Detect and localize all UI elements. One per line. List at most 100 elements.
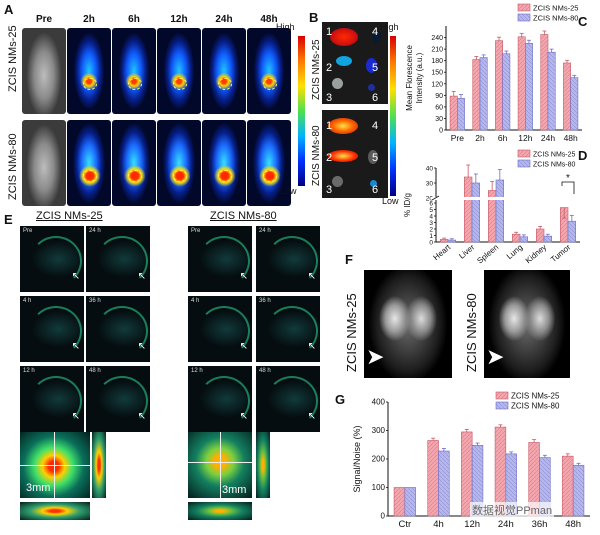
bar [495,179,504,243]
panel-e-zoom-80: 3mm [188,432,252,498]
mouse-image [67,28,111,114]
y-axis-label: Mean Florescence [405,45,414,111]
organ-number: 5 [372,62,379,74]
y-tick-label: 0 [381,512,386,521]
bar [438,450,450,517]
y-tick-label: 100 [372,483,386,492]
timepoint-label: 6h [128,14,140,25]
legend-label: ZCIS NMs-25 [511,392,560,401]
y-tick-label: 0 [439,128,443,135]
tissue-echo [96,236,148,286]
legend-swatch [495,401,509,410]
panel-f-row-label-25: ZCIS NMs-25 [344,293,359,372]
tumor-circle [83,170,97,182]
organ-number: 4 [372,120,379,132]
tumor-arrow-icon: ↖ [71,411,80,422]
y-tick-label: 90 [435,93,443,100]
panel-b-organs-25 [322,22,388,104]
legend-label: ZCIS NMs-80 [533,162,576,169]
panel-e-bottom-80 [188,502,252,520]
ultrasound-tile-label: Pre [191,228,201,234]
tumor-circle [173,78,187,90]
bar [447,239,456,243]
x-tick-label: 4h [433,519,444,530]
y-tick-label: 2 [429,227,433,234]
organ-lung-80 [332,176,343,187]
mouse-image [22,120,66,206]
x-tick-label: 24h [541,133,555,143]
ultrasound-tile: 48 h ↖ [86,366,150,432]
x-tick-label: 48h [564,133,578,143]
panel-e-title-25: ZCIS NMs-25 [36,210,103,222]
significance-bracket [561,181,575,194]
tissue-echo [198,236,250,286]
bar [457,98,465,131]
bar [540,34,549,131]
legend-label: ZCIS NMs-80 [511,402,560,411]
panel-f-mri-25: ➤ [364,270,452,378]
panel-label-c: C [578,14,588,29]
significance-label: * [566,173,570,184]
organ-spleen-25 [336,56,352,66]
y-axis-label: Signal/Noise (%) [352,425,362,492]
bar [512,233,521,243]
tumor-arrow-icon: ➤ [366,344,385,369]
timepoint-label: 24h [215,14,233,25]
timepoint-label: Pre [35,14,53,25]
panel-g-chart: 0 100 200 300 400 Ctr 4h 12h 24h 36h 48h Signal/Noi… [352,392,590,530]
panel-b-scale-low: Low [382,196,399,206]
panel-label-b: B [309,10,319,25]
tissue-echo [266,236,318,286]
y-tick-label: 180 [431,58,443,65]
bar [404,487,416,517]
tissue-echo [198,306,250,356]
y-tick-label: 30 [435,116,443,123]
legend-swatch [517,3,531,12]
tumor-arrow-icon: ↖ [307,341,316,352]
ultrasound-tile: 12 h ↖ [188,366,252,432]
mouse-image [22,28,66,114]
ultrasound-tile-label: 4 h [191,298,200,304]
x-tick-label: 2h [475,133,485,143]
ultrasound-tile: 4 h ↖ [20,296,84,362]
y-tick-label: 40 [426,166,434,173]
organ-number: 5 [372,152,379,164]
watermark: 数据视觉PPman [470,502,555,518]
ultrasound-tile: 36 h ↖ [86,296,150,362]
organ-heart-25 [372,30,381,43]
ultrasound-tile: 48 h ↖ [256,366,320,432]
organ-number: 3 [326,92,333,104]
mouse-image [112,28,156,114]
y-tick-label: 20 [426,196,434,203]
mouse-image [112,120,156,206]
x-tick-label: Heart [432,242,453,262]
bar [471,182,480,243]
panel-b-row-label-80: ZCIS NMs-80 [311,125,322,186]
mouse-image [202,120,246,206]
bar [562,455,574,517]
tissue-echo [30,376,82,426]
crosshair-h [20,465,90,466]
tumor-arrow-icon: ↖ [307,411,316,422]
axis-break-gap [432,197,582,200]
ultrasound-tile-label: 12 h [23,368,35,374]
organ-lung-25 [332,78,343,89]
bar [536,228,545,243]
ultrasound-tile-label: 24 h [259,228,271,234]
tumor-arrow-icon: ↖ [137,341,146,352]
x-tick-label: Liver [457,242,476,260]
x-tick-label: Pre [451,133,465,143]
legend-swatch [517,159,531,168]
ultrasound-tile-label: 36 h [89,298,101,304]
panel-a-scale-low: Low [280,186,297,196]
legend-swatch [517,13,531,22]
x-tick-label: 6h [498,133,508,143]
mouse-image [157,28,201,114]
panel-b-colorbar [390,36,396,196]
organ-kidney-80 [368,150,378,164]
organ-number: 1 [326,120,333,132]
organ-tumor-80 [370,180,377,187]
ultrasound-tile: 36 h ↖ [256,296,320,362]
tissue-echo [198,376,250,426]
